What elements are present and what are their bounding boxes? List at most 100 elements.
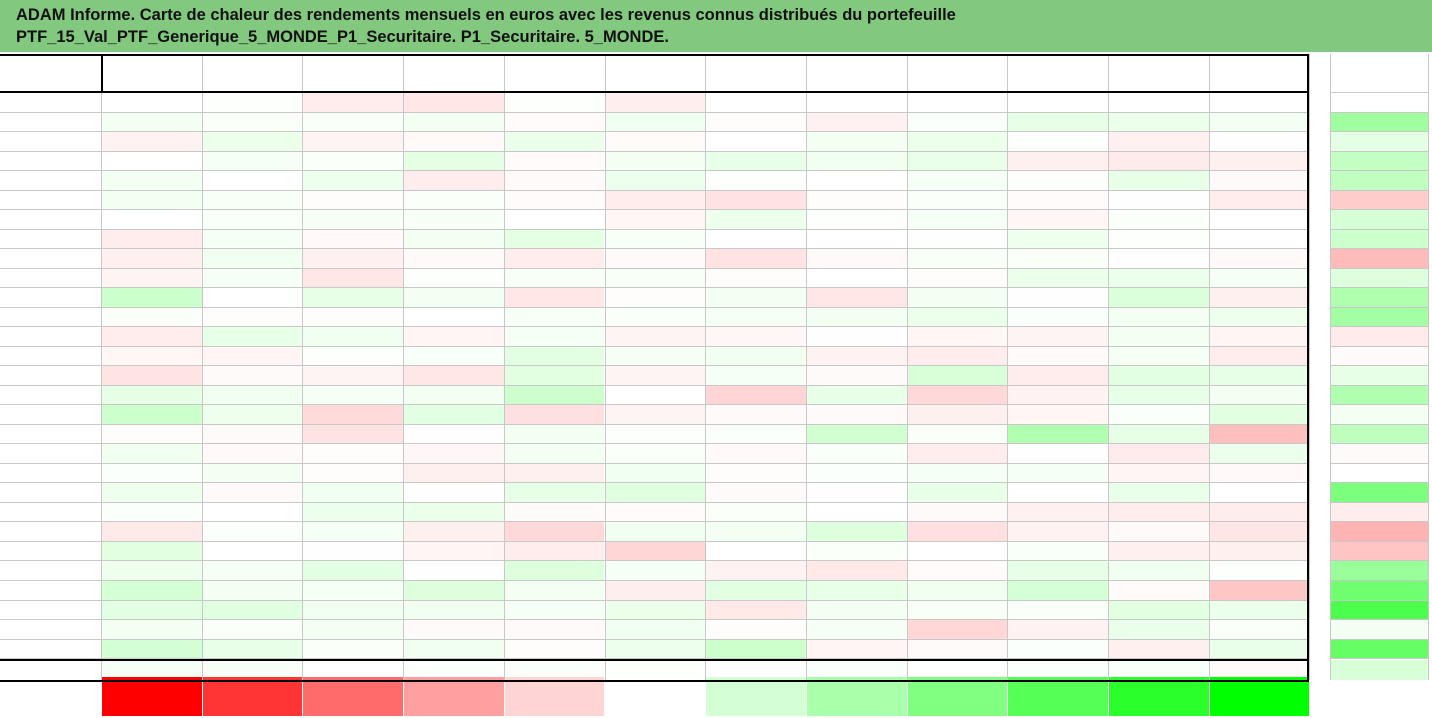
heat-cell [1008, 581, 1108, 600]
heat-cell [1008, 405, 1108, 424]
row-divider [0, 638, 1309, 640]
heat-cell [1209, 112, 1310, 132]
heat-cell [303, 620, 404, 639]
annual-cell [1331, 639, 1428, 659]
heat-cell [404, 132, 504, 151]
heat-cell [706, 229, 806, 249]
row-divider [1330, 111, 1428, 113]
row-divider [1330, 521, 1428, 523]
year-label [0, 464, 101, 484]
heat-cell [1109, 249, 1209, 268]
average-cell [1109, 660, 1209, 681]
heat-cell [1209, 346, 1310, 366]
row-divider [0, 482, 1309, 484]
heat-cell [102, 561, 202, 580]
heat-cell [102, 541, 202, 561]
annual-cell [1331, 541, 1428, 561]
row-divider [0, 228, 1309, 230]
heat-cell [504, 600, 605, 620]
heat-cell [605, 463, 706, 483]
row-divider [0, 189, 1309, 191]
year-label [0, 152, 101, 172]
heat-cell [303, 522, 404, 541]
month-header-11 [1108, 54, 1209, 93]
heat-cell [806, 112, 907, 132]
column-divider [503, 54, 505, 681]
month-header-8 [806, 54, 907, 93]
heat-cell [1008, 561, 1108, 580]
heat-cell [605, 327, 706, 346]
heat-cell [1109, 541, 1209, 561]
heat-cell [605, 288, 706, 307]
heat-cell [504, 151, 605, 171]
row-divider [0, 248, 1309, 250]
row-divider [0, 131, 1309, 133]
heat-cell [1209, 639, 1310, 659]
heat-cell [1209, 151, 1310, 171]
heat-cell [605, 600, 706, 620]
heat-cell [504, 307, 605, 327]
heat-cell [605, 581, 706, 600]
heat-cell [706, 405, 806, 424]
heat-cell [1109, 268, 1209, 288]
heat-cell [706, 327, 806, 346]
heat-cell [404, 249, 504, 268]
heat-cell [806, 93, 907, 112]
heat-cell [504, 581, 605, 600]
month-header-12 [1209, 54, 1310, 93]
heat-cell [102, 366, 202, 385]
heat-cell [1109, 405, 1209, 424]
heat-cell [404, 639, 504, 659]
heat-cell [1109, 346, 1209, 366]
heat-cell [706, 522, 806, 541]
heat-cell [202, 132, 303, 151]
heat-cell [404, 424, 504, 444]
heat-cell [1209, 229, 1310, 249]
annual-header [1330, 54, 1428, 93]
row-divider [0, 267, 1309, 269]
heat-cell [102, 93, 202, 112]
annual-cell [1331, 307, 1428, 327]
annual-cell [1331, 151, 1428, 171]
heat-cell [1209, 385, 1310, 405]
corner-watermark [2, 54, 99, 93]
heat-cell [706, 112, 806, 132]
annual-cell [1331, 93, 1428, 112]
heat-cell [806, 229, 907, 249]
heat-cell [907, 268, 1008, 288]
heat-cell [303, 366, 404, 385]
heat-cell [102, 444, 202, 463]
heat-cell [1209, 132, 1310, 151]
scale-stop [1008, 677, 1108, 716]
heat-cell [404, 210, 504, 229]
heat-cell [1008, 444, 1108, 463]
heat-cell [806, 385, 907, 405]
row-divider [1330, 345, 1428, 347]
heat-cell [706, 288, 806, 307]
heat-cell [605, 639, 706, 659]
annual-cell [1331, 132, 1428, 151]
year-label [0, 444, 101, 464]
row-divider [0, 521, 1309, 523]
heat-cell [404, 93, 504, 112]
row-divider [1330, 150, 1428, 152]
heat-cell [907, 522, 1008, 541]
heat-cell [605, 483, 706, 502]
annual-cell [1331, 620, 1428, 639]
average-cell [1209, 660, 1310, 681]
heat-cell [504, 483, 605, 502]
heat-cell [706, 502, 806, 522]
heat-cell [202, 327, 303, 346]
heat-cell [303, 541, 404, 561]
row-divider [1330, 501, 1428, 503]
heat-cell [102, 112, 202, 132]
row-divider [0, 150, 1309, 152]
year-label [0, 620, 101, 640]
heat-cell [605, 151, 706, 171]
heat-cell [605, 444, 706, 463]
heat-cell [806, 307, 907, 327]
column-divider [805, 54, 807, 681]
heat-cell [102, 171, 202, 190]
column-divider [1007, 54, 1009, 681]
year-label [0, 230, 101, 250]
